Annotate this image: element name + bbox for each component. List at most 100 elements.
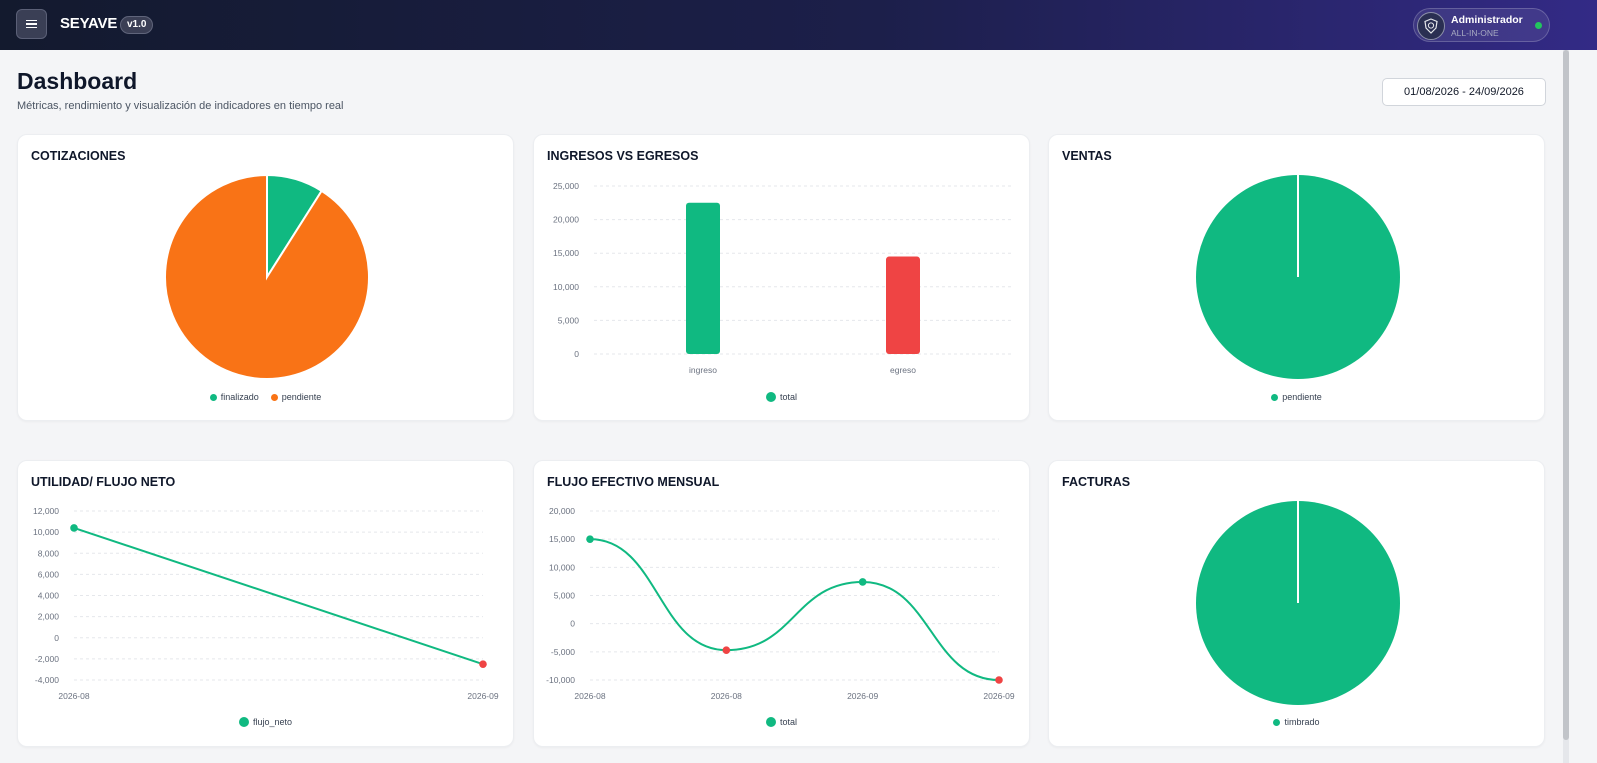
y-tick-label: 20,000: [549, 506, 575, 516]
y-tick-label: -10,000: [546, 675, 575, 685]
card-title: FLUJO EFECTIVO MENSUAL: [547, 475, 720, 489]
x-tick-label: 2026-09: [983, 691, 1014, 701]
line-chart-flujo: -10,000 -5,000 0 5,000 10,000 15,000 20,000 202…: [546, 506, 1015, 701]
data-point: [586, 535, 594, 543]
y-tick-label: 5,000: [554, 591, 576, 601]
y-tick-label: -2,000: [35, 654, 59, 664]
data-point: [995, 676, 1003, 684]
legend-item-total[interactable]: total: [765, 717, 797, 727]
date-range-picker[interactable]: 01/08/2026 - 24/09/2026: [1382, 78, 1546, 106]
hamburger-menu-button[interactable]: [16, 9, 47, 39]
legend-item-pendiente[interactable]: pendiente: [270, 392, 322, 402]
user-name: Administrador: [1451, 14, 1523, 26]
legend-label: pendiente: [281, 392, 322, 402]
y-tick-label: 4,000: [38, 591, 60, 601]
line-chart-utilidad: -4,000 -2,000 0 2,000 4,000 6,000 8,000 10,000 1…: [33, 506, 499, 701]
chart-legend: flujo_neto: [18, 717, 513, 727]
chart-legend: timbrado: [1049, 717, 1544, 727]
y-tick-label: 20,000: [553, 215, 579, 225]
pie-chart-ventas: [1196, 175, 1400, 379]
y-tick-label: 10,000: [33, 527, 59, 537]
y-tick-label: 2,000: [38, 612, 60, 622]
y-tick-label: -4,000: [35, 675, 59, 685]
y-tick-label: 10,000: [549, 562, 575, 572]
chart-legend: total: [534, 392, 1029, 402]
legend-dot: [209, 393, 217, 401]
y-tick-label: 10,000: [553, 282, 579, 292]
y-tick-label: 15,000: [553, 248, 579, 258]
version-badge: v1.0: [120, 16, 154, 34]
card-title: FACTURAS: [1062, 475, 1131, 489]
pie-slice-pendiente: [164, 173, 370, 380]
card-ventas: VENTAS pendiente: [1048, 134, 1545, 421]
bar-chart-ingresos: 0 5,000 10,000 15,000 20,000 25,000 ingreso egr…: [553, 181, 1014, 375]
x-tick-label: 2026-08: [574, 691, 605, 701]
legend-dot: [238, 717, 249, 727]
legend-item-flujo-neto[interactable]: flujo_neto: [238, 717, 293, 727]
card-title: VENTAS: [1062, 149, 1112, 163]
user-role: ALL-IN-ONE: [1451, 28, 1499, 38]
y-tick-label: 15,000: [549, 534, 575, 544]
y-tick-label: 0: [570, 619, 575, 629]
page-scrollbar[interactable]: [1563, 50, 1569, 763]
pie-chart-cotizaciones: [164, 173, 370, 380]
legend-dot: [1271, 393, 1279, 401]
y-tick-label: -5,000: [551, 647, 575, 657]
y-tick-label: 12,000: [33, 506, 59, 516]
card-title: INGRESOS VS EGRESOS: [547, 149, 699, 163]
legend-dot: [270, 393, 278, 401]
legend-item-finalizado[interactable]: finalizado: [209, 392, 259, 402]
bar-ingreso: [686, 202, 720, 354]
chart-legend: pendiente: [1049, 392, 1544, 402]
pie-chart-facturas: [1196, 501, 1400, 705]
y-tick-label: 6,000: [38, 569, 60, 579]
card-title: UTILIDAD/ FLUJO NETO: [31, 475, 176, 489]
page-subtitle: Métricas, rendimiento y visualización de…: [17, 100, 344, 112]
x-tick-label: 2026-09: [847, 691, 878, 701]
top-navbar: SEYAVE v1.0 Administrador ALL-IN-ONE: [0, 0, 1597, 50]
card-utilidad-flujo-neto: UTILIDAD/ FLUJO NETO -4,000 -2,000 0 2,000 4…: [17, 460, 514, 747]
x-tick-label: 2026-09: [467, 691, 498, 701]
bar-egreso: [886, 256, 920, 354]
y-tick-label: 5,000: [558, 315, 580, 325]
legend-label: total: [779, 717, 797, 727]
page-title: Dashboard: [17, 68, 138, 94]
series-line-flujo_neto: [73, 526, 484, 666]
card-flujo-efectivo-mensual: FLUJO EFECTIVO MENSUAL -10,000 -5,000 0 5,0…: [533, 460, 1030, 747]
legend-label: flujo_neto: [252, 717, 293, 727]
data-point: [722, 646, 731, 654]
scrollbar-thumb[interactable]: [1563, 50, 1569, 740]
y-tick-label: 25,000: [553, 181, 579, 191]
shield-logo-icon: [1417, 12, 1445, 40]
hamburger-icon: [26, 18, 37, 31]
legend-item-timbrado[interactable]: timbrado: [1273, 717, 1320, 727]
legend-item-pendiente[interactable]: pendiente: [1271, 392, 1322, 402]
legend-label: total: [779, 392, 797, 402]
card-title: COTIZACIONES: [31, 149, 126, 163]
card-ingresos-vs-egresos: INGRESOS VS EGRESOS 0 5,000 10,000 15,000 20…: [533, 134, 1030, 421]
y-tick-label: 0: [54, 633, 59, 643]
x-tick-label: ingreso: [689, 365, 717, 375]
legend-dot: [765, 717, 776, 727]
online-status-dot: [1535, 22, 1542, 29]
card-facturas: FACTURAS timbrado: [1048, 460, 1545, 747]
y-tick-label: 0: [574, 349, 579, 359]
data-point: [70, 524, 78, 532]
legend-label: pendiente: [1282, 392, 1322, 402]
legend-label: timbrado: [1284, 717, 1320, 727]
data-point: [858, 578, 867, 586]
user-menu[interactable]: Administrador ALL-IN-ONE: [1413, 8, 1550, 42]
x-tick-label: 2026-08: [711, 691, 742, 701]
legend-dot: [1273, 718, 1281, 726]
chart-legend: finalizado pendiente: [18, 392, 513, 402]
y-tick-label: 8,000: [38, 548, 60, 558]
chart-legend: total: [534, 717, 1029, 727]
legend-label: finalizado: [220, 392, 259, 402]
legend-dot: [765, 392, 776, 402]
legend-item-total[interactable]: total: [765, 392, 797, 402]
data-point: [479, 660, 487, 668]
card-cotizaciones: COTIZACIONES finalizado pendiente: [17, 134, 514, 421]
brand-name[interactable]: SEYAVE: [60, 15, 118, 32]
series-line-total: [589, 538, 1000, 681]
x-tick-label: egreso: [890, 365, 916, 375]
